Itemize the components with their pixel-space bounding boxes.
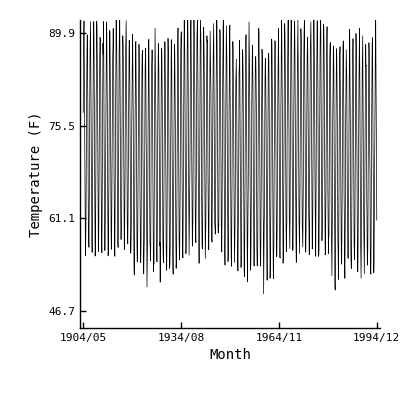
X-axis label: Month: Month	[209, 348, 251, 362]
Y-axis label: Temperature (F): Temperature (F)	[28, 111, 42, 237]
